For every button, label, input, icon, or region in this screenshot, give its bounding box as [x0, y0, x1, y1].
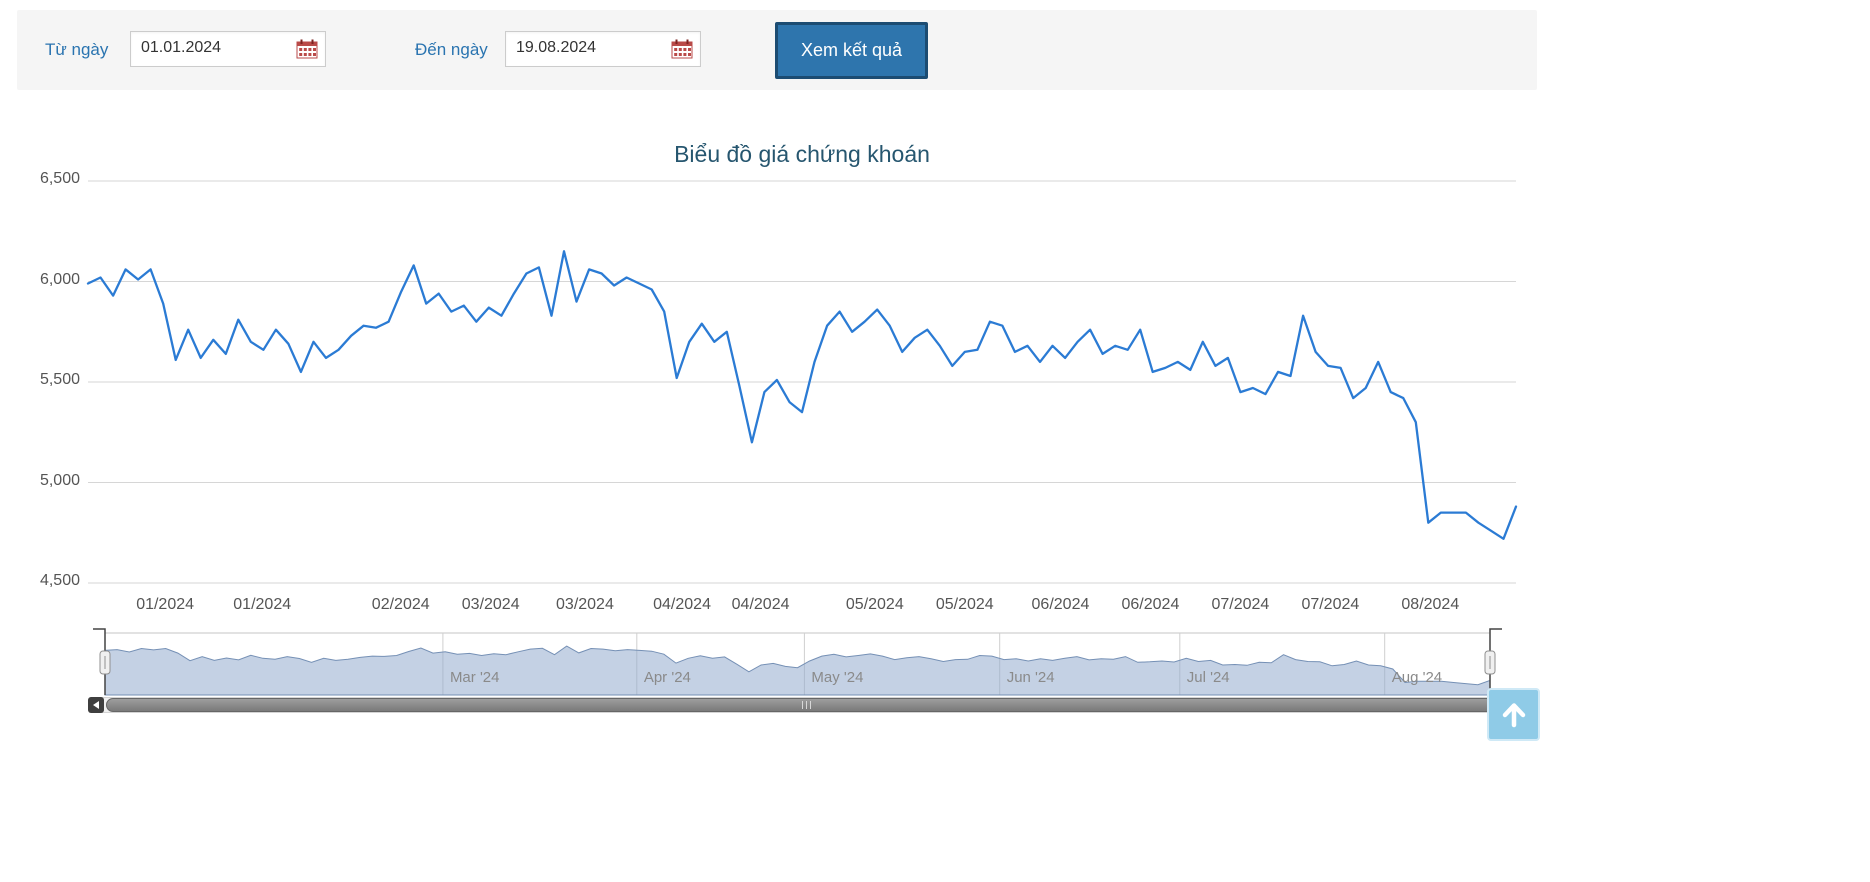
x-axis-label: 01/2024 [136, 596, 195, 613]
scrollbar-left-button[interactable] [88, 697, 104, 713]
navigator-axis-label: Jul '24 [1186, 669, 1230, 686]
x-axis-label: 06/2024 [1031, 596, 1090, 613]
navigator-axis-label: Jun '24 [1006, 669, 1055, 686]
x-axis-label: 05/2024 [935, 596, 994, 613]
view-results-button[interactable]: Xem kết quả [775, 22, 928, 79]
up-arrow-icon [1502, 702, 1525, 727]
from-date-label: Từ ngày [45, 40, 109, 59]
left-arrow-icon [93, 701, 99, 709]
navigator-axis-label: Mar '24 [449, 669, 500, 686]
navigator-area-series [104, 645, 1491, 696]
scrollbar-grip-icon [809, 701, 811, 709]
x-axis-label: 01/2024 [233, 596, 292, 613]
chart-title: Biểu đồ giá chứng khoán [674, 141, 930, 167]
y-axis-label: 5,500 [39, 371, 80, 388]
x-axis-label: 07/2024 [1211, 596, 1270, 613]
navigator-axis-label: Apr '24 [643, 669, 691, 686]
calendar-icon-glyph [296, 39, 318, 59]
x-axis-label: 03/2024 [556, 596, 614, 613]
scrollbar-grip-icon [801, 701, 803, 709]
scrollbar-grip-icon [805, 701, 807, 709]
date-filter-bar: Từ ngày 01.01.2024 Đến ngày [17, 10, 1537, 90]
y-axis-label: 6,500 [39, 170, 80, 187]
navigator-axis-label: Aug '24 [1391, 669, 1443, 686]
y-axis-label: 6,000 [39, 270, 80, 288]
x-axis-label: 07/2024 [1301, 596, 1360, 613]
navigator-left-handle[interactable] [99, 650, 111, 675]
navigator-axis-label: May '24 [811, 669, 864, 686]
chart-scrollbar-thumb[interactable] [106, 698, 1506, 712]
x-axis-label: 04/2024 [653, 596, 711, 613]
x-axis-label: 02/2024 [371, 596, 430, 613]
y-axis-label: 5,000 [39, 471, 80, 489]
back-to-top-button[interactable] [1487, 688, 1540, 741]
x-axis-label: 04/2024 [731, 596, 790, 613]
x-axis-label: 05/2024 [845, 596, 904, 613]
calendar-icon[interactable] [296, 39, 318, 59]
calendar-icon[interactable] [671, 39, 693, 59]
navigator-right-handle[interactable] [1484, 650, 1496, 675]
to-date-input[interactable]: 19.08.2024 [505, 31, 701, 67]
to-date-value: 19.08.2024 [516, 39, 597, 56]
to-date-label: Đến ngày [415, 40, 488, 59]
x-axis-label: 06/2024 [1121, 596, 1180, 613]
x-axis-label: 03/2024 [461, 596, 520, 613]
x-axis-label: 08/2024 [1401, 596, 1460, 613]
y-axis-label: 4,500 [39, 572, 80, 589]
from-date-value: 01.01.2024 [141, 39, 222, 56]
calendar-icon-glyph [671, 39, 693, 59]
price-line-series [86, 250, 1518, 540]
from-date-input[interactable]: 01.01.2024 [130, 31, 326, 67]
